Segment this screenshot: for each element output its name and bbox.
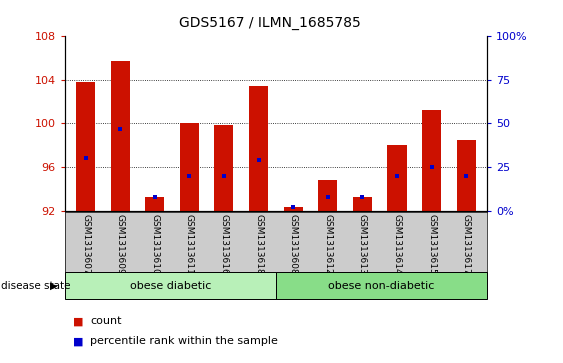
Bar xyxy=(215,125,234,211)
Text: GDS5167 / ILMN_1685785: GDS5167 / ILMN_1685785 xyxy=(180,16,361,30)
Text: GSM1313614: GSM1313614 xyxy=(392,214,401,275)
Text: GSM1313613: GSM1313613 xyxy=(358,214,367,275)
Bar xyxy=(145,197,164,211)
Text: percentile rank within the sample: percentile rank within the sample xyxy=(90,336,278,346)
Text: ■: ■ xyxy=(73,336,84,346)
Text: GSM1313617: GSM1313617 xyxy=(462,214,471,275)
Bar xyxy=(110,61,129,211)
Text: ■: ■ xyxy=(73,316,84,326)
Bar xyxy=(457,140,476,211)
Text: GSM1313612: GSM1313612 xyxy=(323,214,332,275)
Text: count: count xyxy=(90,316,122,326)
Text: ▶: ▶ xyxy=(50,281,57,291)
Bar xyxy=(180,123,199,211)
Text: GSM1313611: GSM1313611 xyxy=(185,214,194,275)
Text: GSM1313615: GSM1313615 xyxy=(427,214,436,275)
Bar xyxy=(65,272,276,299)
Bar xyxy=(422,110,441,211)
Text: GSM1313618: GSM1313618 xyxy=(254,214,263,275)
Text: GSM1313607: GSM1313607 xyxy=(81,214,90,275)
Text: GSM1313609: GSM1313609 xyxy=(115,214,124,275)
Bar xyxy=(276,272,487,299)
Text: obese non-diabetic: obese non-diabetic xyxy=(328,281,435,291)
Text: GSM1313608: GSM1313608 xyxy=(289,214,298,275)
Bar xyxy=(249,86,268,211)
Bar xyxy=(387,145,406,211)
Text: GSM1313610: GSM1313610 xyxy=(150,214,159,275)
Text: GSM1313616: GSM1313616 xyxy=(220,214,229,275)
Bar xyxy=(76,82,95,211)
Bar xyxy=(318,180,337,211)
Bar xyxy=(353,197,372,211)
Text: obese diabetic: obese diabetic xyxy=(129,281,211,291)
Text: disease state: disease state xyxy=(1,281,70,291)
Bar xyxy=(284,207,303,211)
